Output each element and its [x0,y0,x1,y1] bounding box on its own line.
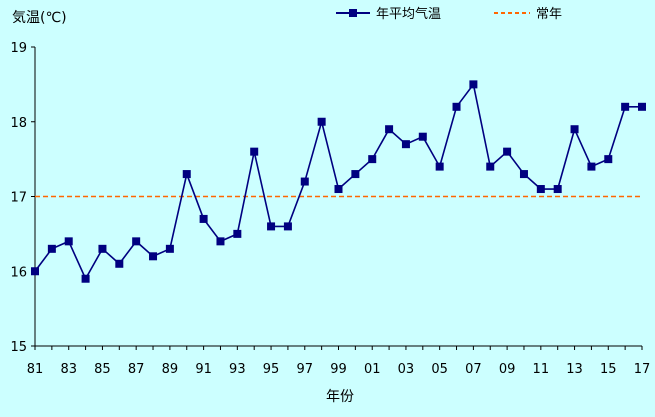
data-point [351,170,360,179]
data-point [503,147,512,156]
data-point [250,147,259,156]
data-point [587,162,596,171]
data-point [570,125,579,134]
axes [31,46,643,350]
data-point [81,274,90,283]
x-tick-label: 05 [431,362,448,377]
data-point [283,222,292,231]
data-point [149,252,158,261]
x-tick-label: 87 [128,362,145,377]
data-point [469,80,478,89]
x-tick-label: 15 [600,362,617,377]
x-tick-label: 07 [465,362,482,377]
y-tick-label: 17 [10,191,27,206]
x-tick-label: 83 [60,362,77,377]
legend-series-label: 年平均气温 [376,6,441,22]
data-point [132,237,141,246]
x-tick-label: 11 [533,362,550,377]
data-point [199,214,208,223]
y-tick-label: 18 [10,116,27,131]
y-axis-title: 気温(℃) [12,10,67,26]
data-point [638,102,646,111]
data-point [216,237,225,246]
data-point [385,125,394,134]
data-point [435,162,444,171]
data-point [47,244,56,253]
y-tick-label: 19 [10,41,27,56]
data-point [401,140,410,149]
x-axis-title: 年份 [326,389,354,405]
x-tick-label: 97 [297,362,314,377]
y-tick-label: 16 [10,265,27,280]
x-tick-label: 81 [27,362,44,377]
x-tick-label: 89 [162,362,179,377]
legend-reference-label: 常年 [536,7,562,22]
series [31,80,646,283]
x-tick-label: 85 [94,362,111,377]
series-line [34,82,642,281]
tick-labels: 15 16 17 18 19 81 83 85 87 89 91 93 95 97 99 01 03 05 07 09… [10,41,650,377]
x-tick-label: 13 [566,362,583,377]
legend: 年平均气温 常年 [336,6,562,22]
x-tick-label: 09 [499,362,516,377]
data-point [182,170,191,179]
data-point [98,244,107,253]
x-tick-label: 93 [229,362,246,377]
data-point [115,259,124,268]
data-point [418,132,427,141]
x-tick-label: 17 [634,362,651,377]
legend-series-marker [349,9,357,17]
data-point [334,185,343,194]
data-point [300,177,309,186]
data-point [486,162,495,171]
data-point [519,170,528,179]
x-tick-label: 99 [330,362,347,377]
x-tick-label: 01 [364,362,381,377]
data-point [536,185,545,194]
data-point [233,229,242,238]
x-tick-label: 03 [398,362,415,377]
y-tick-label: 15 [10,340,27,355]
data-point [553,185,562,194]
data-point [368,155,377,164]
data-point [317,117,326,126]
x-tick-label: 91 [195,362,212,377]
x-tick-label: 95 [263,362,280,377]
data-point [31,267,39,276]
data-point [267,222,276,231]
data-point [452,102,461,111]
data-point [604,155,613,164]
data-point [165,244,174,253]
data-point [621,102,630,111]
data-point [64,237,73,246]
